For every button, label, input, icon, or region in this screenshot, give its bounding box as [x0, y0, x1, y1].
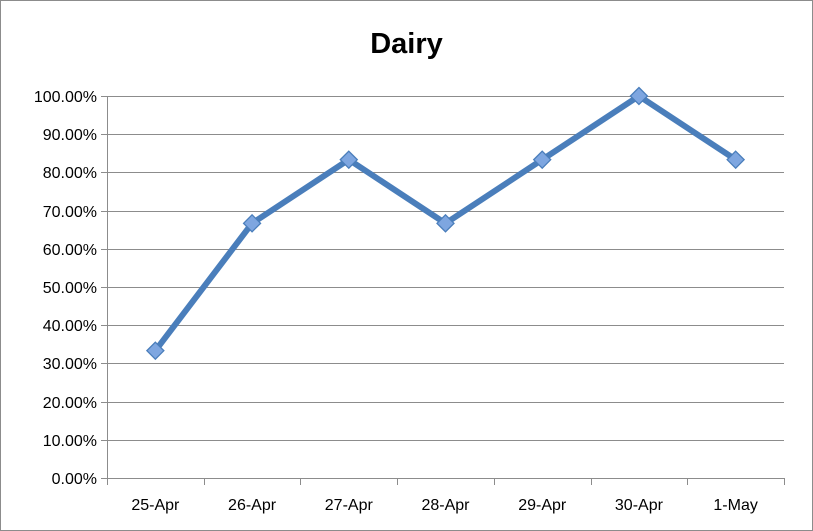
- y-tick-label: 100.00%: [34, 89, 97, 106]
- y-tick-label: 40.00%: [43, 318, 97, 335]
- x-tick-label: 1-May: [713, 497, 757, 514]
- data-point-marker: [145, 341, 165, 361]
- data-point-marker: [436, 213, 455, 233]
- data-point-marker: [339, 150, 359, 170]
- data-point-marker: [629, 86, 649, 106]
- y-tick-label: 70.00%: [43, 204, 97, 221]
- y-tick-label: 80.00%: [43, 165, 97, 182]
- y-tick-label: 30.00%: [43, 356, 97, 373]
- data-point-marker: [242, 213, 262, 233]
- y-tick-label: 50.00%: [43, 280, 97, 297]
- y-tick-label: 0.00%: [52, 471, 97, 488]
- x-tick-label: 28-Apr: [421, 497, 470, 514]
- x-tick-label: 27-Apr: [325, 497, 374, 514]
- x-tick-label: 25-Apr: [131, 497, 180, 514]
- data-point-marker: [726, 150, 746, 170]
- x-tick-label: 30-Apr: [615, 497, 664, 514]
- y-tick-label: 20.00%: [43, 395, 97, 412]
- chart-title: Dairy: [370, 28, 443, 60]
- x-tick-label: 29-Apr: [518, 497, 567, 514]
- y-tick-label: 60.00%: [43, 242, 97, 259]
- x-tick-label: 26-Apr: [228, 497, 277, 514]
- y-tick-label: 90.00%: [43, 127, 97, 144]
- data-point-marker: [532, 150, 552, 170]
- y-tick-label: 10.00%: [43, 433, 97, 450]
